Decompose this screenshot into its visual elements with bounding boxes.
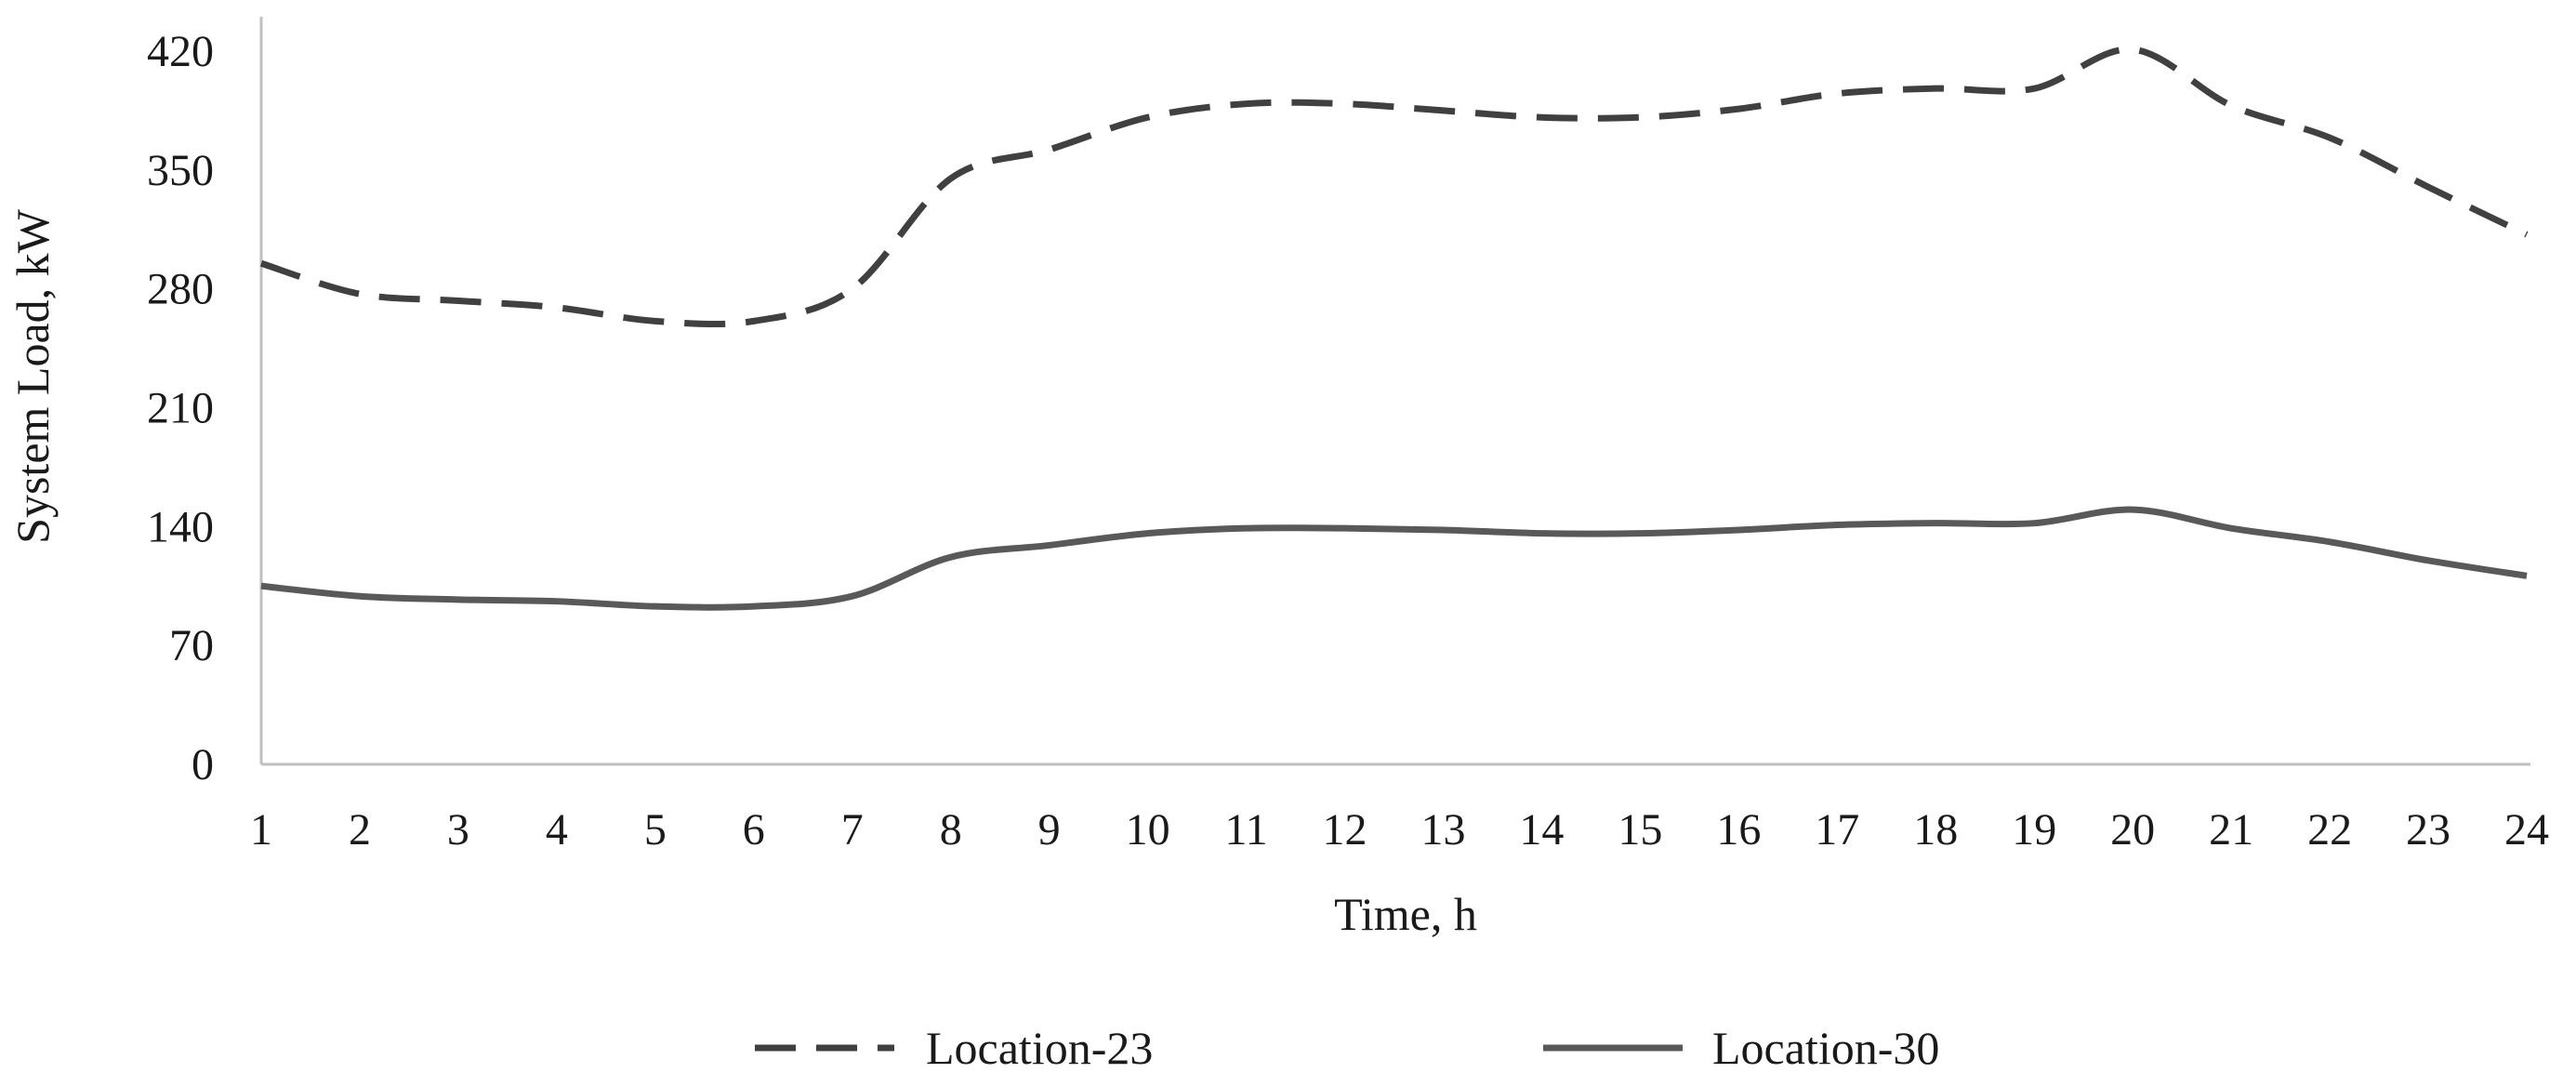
legend-label: Location-30	[1712, 1022, 1939, 1074]
legend-item: Location-30	[1543, 1022, 1939, 1074]
x-tick-label: 20	[2110, 805, 2155, 854]
y-tick-label: 70	[169, 621, 214, 670]
x-tick-label: 7	[841, 805, 864, 854]
y-tick-label: 420	[147, 27, 214, 76]
x-tick-label: 5	[644, 805, 667, 854]
x-tick-label: 21	[2209, 805, 2253, 854]
legend-label: Location-23	[926, 1022, 1153, 1074]
legend: Location-23 Location-30	[755, 1022, 1939, 1074]
y-tick-label: 210	[147, 384, 214, 433]
x-tick-label: 19	[2012, 805, 2056, 854]
x-tick-label: 11	[1224, 805, 1267, 854]
y-tick-label: 350	[147, 146, 214, 195]
x-tick-label: 23	[2406, 805, 2451, 854]
y-tick-label: 0	[192, 740, 214, 789]
x-tick-label: 6	[743, 805, 765, 854]
x-tick-label: 22	[2307, 805, 2352, 854]
x-axis-title: Time, h	[1334, 888, 1477, 940]
x-tick-label: 4	[546, 805, 568, 854]
series-lines	[259, 46, 2529, 611]
legend-item: Location-23	[755, 1022, 1153, 1074]
series-line-location-23	[259, 46, 2529, 328]
x-tick-label: 3	[447, 805, 469, 854]
axes	[259, 17, 2530, 766]
x-tick-label: 16	[1716, 805, 1761, 854]
x-tick-label: 8	[940, 805, 962, 854]
x-tick-label: 18	[1913, 805, 1958, 854]
y-tick-label: 280	[147, 265, 214, 314]
x-tick-label: 13	[1420, 805, 1465, 854]
x-tick-label: 14	[1519, 805, 1564, 854]
x-tick-label: 17	[1815, 805, 1859, 854]
x-tick-label: 12	[1323, 805, 1367, 854]
x-tick-label: 24	[2504, 805, 2549, 854]
y-axis-title: System Load, kW	[7, 208, 59, 543]
x-tick-label: 1	[250, 805, 272, 854]
x-tick-label: 2	[349, 805, 371, 854]
x-tick-label: 15	[1618, 805, 1662, 854]
x-tick-label: 9	[1038, 805, 1061, 854]
series-line-location-30	[260, 506, 2528, 611]
x-tick-label: 10	[1126, 805, 1170, 854]
y-tick-label: 140	[147, 502, 214, 551]
